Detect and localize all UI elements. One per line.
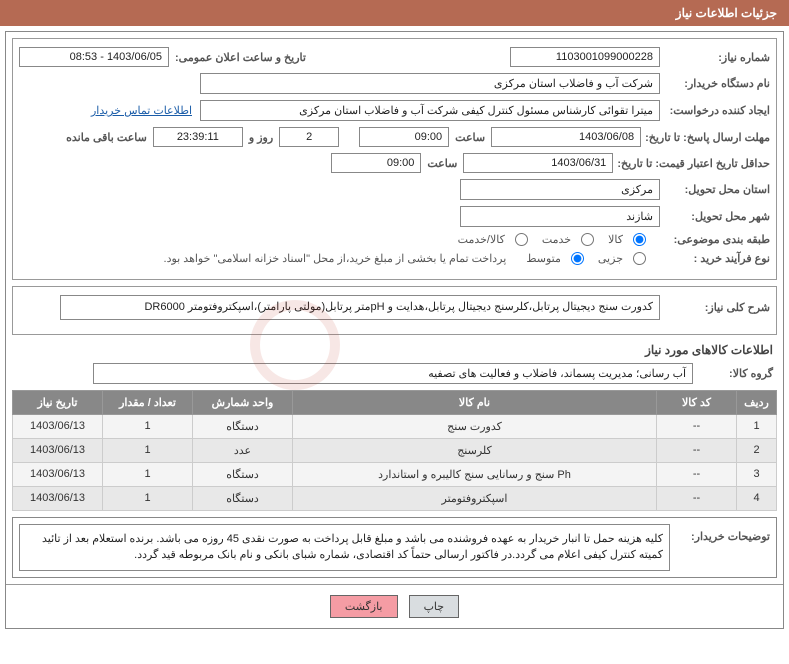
- table-row[interactable]: 1--کدورت سنجدستگاه11403/06/13: [13, 414, 777, 438]
- table-cell: --: [657, 486, 737, 510]
- cat-label-3: کالا/خدمت: [458, 233, 505, 246]
- validity-label: حداقل تاریخ اعتبار قیمت: تا تاریخ:: [613, 157, 770, 170]
- need-no-value: 1103001099000228: [510, 47, 660, 67]
- validity-date: 1403/06/31: [463, 153, 613, 173]
- cat-radio-1[interactable]: [633, 233, 646, 246]
- table-cell: 1: [103, 462, 193, 486]
- table-cell: 1: [737, 414, 777, 438]
- deadline-time: 09:00: [359, 127, 449, 147]
- validity-time: 09:00: [331, 153, 421, 173]
- requester-label: ایجاد کننده درخواست:: [660, 104, 770, 117]
- buyer-value: شرکت آب و فاضلاب استان مرکزی: [200, 73, 660, 94]
- table-row[interactable]: 4--اسپکتروفتومتردستگاه11403/06/13: [13, 486, 777, 510]
- table-cell: کدورت سنج: [293, 414, 657, 438]
- need-no-label: شماره نیاز:: [660, 51, 770, 64]
- remain-label: ساعت باقی مانده: [60, 131, 153, 144]
- days-label: روز و: [243, 131, 279, 144]
- table-header: واحد شمارش: [193, 390, 293, 414]
- proc-radio-1[interactable]: [633, 252, 646, 265]
- buyer-label: نام دستگاه خریدار:: [660, 77, 770, 90]
- table-header: کد کالا: [657, 390, 737, 414]
- table-cell: 1403/06/13: [13, 462, 103, 486]
- goods-table: ردیفکد کالانام کالاواحد شمارشتعداد / مقد…: [12, 390, 777, 511]
- table-cell: 2: [737, 438, 777, 462]
- requester-value: میترا تقوائی کارشناس مسئول کنترل کیفی شر…: [200, 100, 660, 121]
- table-cell: 1403/06/13: [13, 414, 103, 438]
- table-cell: --: [657, 462, 737, 486]
- process-note: پرداخت تمام یا بخشی از مبلغ خرید،از محل …: [164, 252, 507, 265]
- process-label: نوع فرآیند خرید :: [660, 252, 770, 265]
- table-header: تاریخ نیاز: [13, 390, 103, 414]
- deadline-label: مهلت ارسال پاسخ: تا تاریخ:: [641, 131, 770, 144]
- time-label-2: ساعت: [421, 157, 463, 170]
- table-header: تعداد / مقدار: [103, 390, 193, 414]
- buyer-desc-label: توضیحات خریدار:: [670, 524, 770, 571]
- summary-value: کدورت سنج دیجیتال پرتابل،کلرسنج دیجیتال …: [60, 295, 660, 320]
- table-row[interactable]: 2--کلرسنجعدد11403/06/13: [13, 438, 777, 462]
- contact-link[interactable]: اطلاعات تماس خریدار: [91, 104, 192, 117]
- table-cell: 3: [737, 462, 777, 486]
- table-cell: 1: [103, 414, 193, 438]
- summary-label: شرح کلی نیاز:: [660, 301, 770, 314]
- city-label: شهر محل تحویل:: [660, 210, 770, 223]
- time-label-1: ساعت: [449, 131, 491, 144]
- table-header: نام کالا: [293, 390, 657, 414]
- summary-section: شرح کلی نیاز: کدورت سنج دیجیتال پرتابل،ک…: [12, 286, 777, 335]
- province-label: استان محل تحویل:: [660, 183, 770, 196]
- table-cell: اسپکتروفتومتر: [293, 486, 657, 510]
- group-value: آب رسانی؛ مدیریت پسماند، فاضلاب و فعالیت…: [93, 363, 693, 384]
- info-section: شماره نیاز: 1103001099000228 تاریخ و ساع…: [12, 38, 777, 280]
- table-cell: کلرسنج: [293, 438, 657, 462]
- group-label: گروه کالا:: [693, 367, 773, 380]
- cat-label-1: کالا: [608, 233, 623, 246]
- proc-radio-2[interactable]: [571, 252, 584, 265]
- table-cell: عدد: [193, 438, 293, 462]
- goods-section-title: اطلاعات کالاهای مورد نیاز: [16, 343, 773, 357]
- province-value: مرکزی: [460, 179, 660, 200]
- table-cell: --: [657, 414, 737, 438]
- table-cell: دستگاه: [193, 414, 293, 438]
- city-value: شازند: [460, 206, 660, 227]
- table-cell: 4: [737, 486, 777, 510]
- deadline-date: 1403/06/08: [491, 127, 641, 147]
- cat-label-2: خدمت: [542, 233, 571, 246]
- panel-title: جزئیات اطلاعات نیاز: [676, 6, 777, 20]
- panel-header: جزئیات اطلاعات نیاز: [0, 0, 789, 26]
- cat-radio-2[interactable]: [581, 233, 594, 246]
- proc-label-1: جزیی: [598, 252, 623, 265]
- table-header: ردیف: [737, 390, 777, 414]
- table-cell: 1403/06/13: [13, 438, 103, 462]
- buyer-desc-box: توضیحات خریدار: کلیه هزینه حمل تا انبار …: [12, 517, 777, 578]
- table-cell: --: [657, 438, 737, 462]
- proc-label-2: متوسط: [526, 252, 561, 265]
- announce-value: 1403/06/05 - 08:53: [19, 47, 169, 67]
- counter-value: 23:39:11: [153, 127, 243, 147]
- buyer-desc-text: کلیه هزینه حمل تا انبار خریدار به عهده ف…: [19, 524, 670, 571]
- category-label: طبقه بندی موضوعی:: [660, 233, 770, 246]
- cat-radio-3[interactable]: [515, 233, 528, 246]
- table-cell: 1403/06/13: [13, 486, 103, 510]
- table-cell: دستگاه: [193, 486, 293, 510]
- table-cell: Ph سنج و رسانایی سنج کالیبره و استاندارد: [293, 462, 657, 486]
- table-cell: 1: [103, 438, 193, 462]
- print-button[interactable]: چاپ: [409, 595, 460, 618]
- table-row[interactable]: 3--Ph سنج و رسانایی سنج کالیبره و استاند…: [13, 462, 777, 486]
- table-cell: 1: [103, 486, 193, 510]
- days-value: 2: [279, 127, 339, 147]
- announce-label: تاریخ و ساعت اعلان عمومی:: [169, 51, 312, 64]
- back-button[interactable]: بازگشت: [330, 595, 398, 618]
- table-cell: دستگاه: [193, 462, 293, 486]
